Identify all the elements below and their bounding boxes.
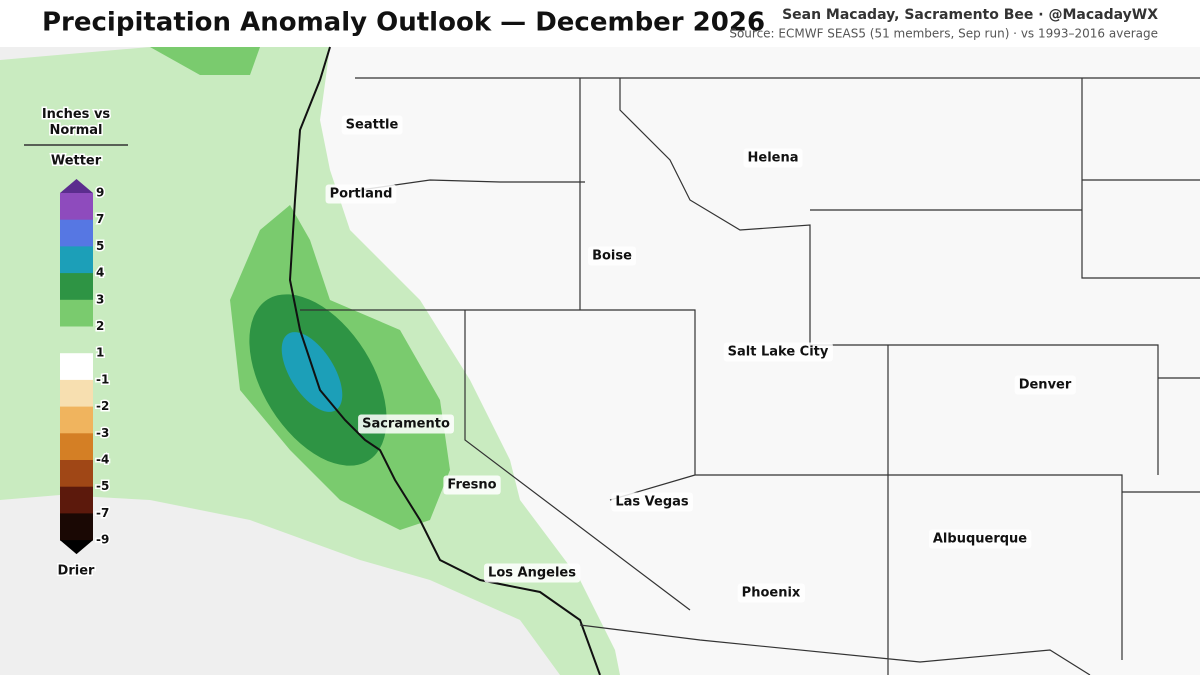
- legend-bottom-label: Drier: [58, 564, 95, 579]
- city-label: Helena: [748, 151, 799, 166]
- city-label: Phoenix: [742, 586, 801, 601]
- anomaly-4-5: [281, 332, 343, 412]
- legend-cap: [60, 540, 93, 555]
- city-label-background: [928, 529, 1032, 549]
- legend-tick-label: -1: [96, 372, 109, 386]
- source: Source: ECMWF SEAS5 (51 members, Sep run…: [729, 27, 1158, 41]
- anomaly-2-3: [150, 47, 260, 75]
- city-label-background: [358, 414, 454, 434]
- city-label: Albuquerque: [933, 532, 1027, 547]
- city-label-background: [611, 492, 693, 512]
- legend-top-label: Wetter: [51, 154, 102, 169]
- legend-tick-label: -5: [96, 479, 109, 493]
- legend-swatch: [60, 353, 93, 381]
- legend-tick-label: -9: [96, 533, 109, 547]
- legend-tick-label: -3: [96, 426, 109, 440]
- legend-swatch: [60, 406, 93, 434]
- city-label: Denver: [1019, 378, 1072, 393]
- legend-tick-label: -4: [96, 453, 109, 467]
- legend-tick-label: -2: [96, 399, 109, 413]
- city-label: Los Angeles: [488, 566, 576, 581]
- city-labels: Seattle Portland Helena Boise Salt Lake City…: [325, 115, 1076, 603]
- legend-swatch: [60, 513, 93, 541]
- coastline: [288, 46, 601, 675]
- legend-swatch: [60, 193, 93, 221]
- city-label-background: [743, 148, 803, 168]
- legend-swatch: [60, 246, 93, 274]
- city-label: Sacramento: [362, 417, 450, 432]
- legend-swatch: [60, 433, 93, 461]
- city-label: Salt Lake City: [728, 345, 829, 360]
- city-label-background: [325, 184, 397, 204]
- city-label-background: [723, 342, 833, 362]
- city-label: Fresno: [447, 478, 496, 493]
- city-label-background: [737, 583, 805, 603]
- legend-swatch: [60, 326, 93, 354]
- legend-swatch: [60, 379, 93, 408]
- legend: Inches vs Normal Wetter 9 7 5 4 3 2 1 -1 -2 -3 -4 -5 -7…: [24, 105, 128, 580]
- byline: Sean Macaday, Sacramento Bee · @MacadayW…: [782, 7, 1158, 23]
- legend-tick-label: -7: [96, 506, 109, 520]
- city-label-background: [341, 115, 403, 135]
- legend-tick-label: 4: [96, 266, 104, 280]
- legend-tick-label: 2: [96, 319, 104, 333]
- city-label-background: [588, 246, 637, 266]
- legend-tick-label: 1: [96, 346, 104, 360]
- city-label: Seattle: [346, 118, 399, 133]
- legend-swatch: [60, 299, 93, 327]
- map: [0, 46, 1200, 675]
- legend-tick-label: 5: [96, 239, 104, 253]
- city-label: Portland: [330, 187, 393, 202]
- city-label-background: [443, 475, 501, 495]
- legend-tick-label: 3: [96, 292, 104, 306]
- legend-swatch: [60, 486, 93, 514]
- legend-cap: [60, 179, 93, 193]
- title: Precipitation Anomaly Outlook — December…: [42, 8, 765, 38]
- state-borders: [300, 77, 1200, 675]
- legend-swatch: [60, 219, 93, 247]
- legend-swatch: [60, 460, 93, 488]
- legend-title: Inches vs Normal: [42, 107, 111, 138]
- legend-tick-label: 9: [96, 186, 104, 200]
- legend-tick-label: 7: [96, 212, 104, 226]
- city-label: Boise: [592, 249, 632, 264]
- legend-swatch: [60, 273, 93, 301]
- city-label: Las Vegas: [615, 495, 689, 510]
- city-label-background: [484, 563, 581, 583]
- city-label-background: [1014, 375, 1076, 395]
